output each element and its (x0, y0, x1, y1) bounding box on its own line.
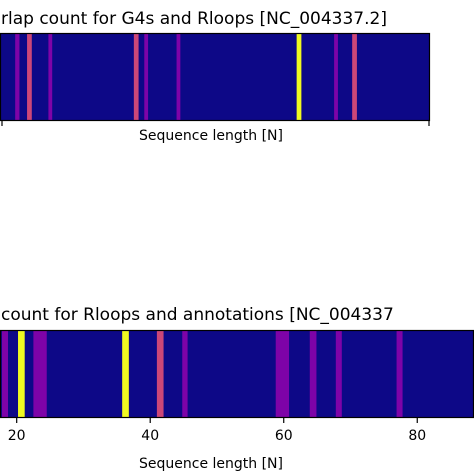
x-tick-label-1: 40 (141, 428, 159, 444)
heatmap-band-0 (15, 33, 20, 120)
heatmap-band-8 (335, 330, 342, 417)
top-overlap-panel: rlap count for G4s and Rloops [NC_004337… (0, 9, 431, 144)
bottom-band-group (0, 329, 474, 419)
heatmap-band-4 (156, 330, 164, 417)
heatmap-frame (0, 32, 431, 122)
heatmap-band-0 (2, 330, 9, 417)
heatmap-band-3 (122, 330, 129, 417)
heatmap-background (0, 330, 474, 417)
bottom-tick-group: 20 40 60 80 (8, 418, 426, 444)
heatmap-band-2 (33, 330, 47, 417)
top-x-axis-label: Sequence length [N] (139, 128, 283, 144)
heatmap-band-8 (352, 33, 357, 120)
heatmap-band-9 (396, 330, 403, 417)
bottom-x-axis-label: Sequence length [N] (139, 456, 283, 472)
x-tick-label-2: 60 (275, 428, 293, 444)
bottom-chart-title: count for Rloops and annotations [NC_004… (1, 305, 394, 325)
heatmap-band-7 (334, 33, 338, 120)
bottom-overlap-panel: count for Rloops and annotations [NC_004… (0, 305, 474, 472)
heatmap-band-1 (18, 330, 25, 417)
x-tick-label-0: 20 (8, 428, 26, 444)
heatmap-band-6 (275, 330, 290, 417)
heatmap-band-3 (133, 33, 139, 120)
heatmap-band-4 (144, 33, 149, 120)
heatmap-band-7 (309, 330, 317, 417)
heatmap-band-2 (48, 33, 53, 120)
heatmap-band-1 (27, 33, 32, 120)
top-chart-title: rlap count for G4s and Rloops [NC_004337… (1, 9, 387, 29)
top-band-group (0, 32, 431, 122)
heatmap-band-6 (296, 33, 302, 120)
x-tick-label-3: 80 (408, 428, 426, 444)
top-tick-group (1, 121, 430, 126)
heatmap-band-5 (176, 33, 181, 120)
heatmap-background (0, 33, 430, 120)
heatmap-band-5 (182, 330, 188, 417)
